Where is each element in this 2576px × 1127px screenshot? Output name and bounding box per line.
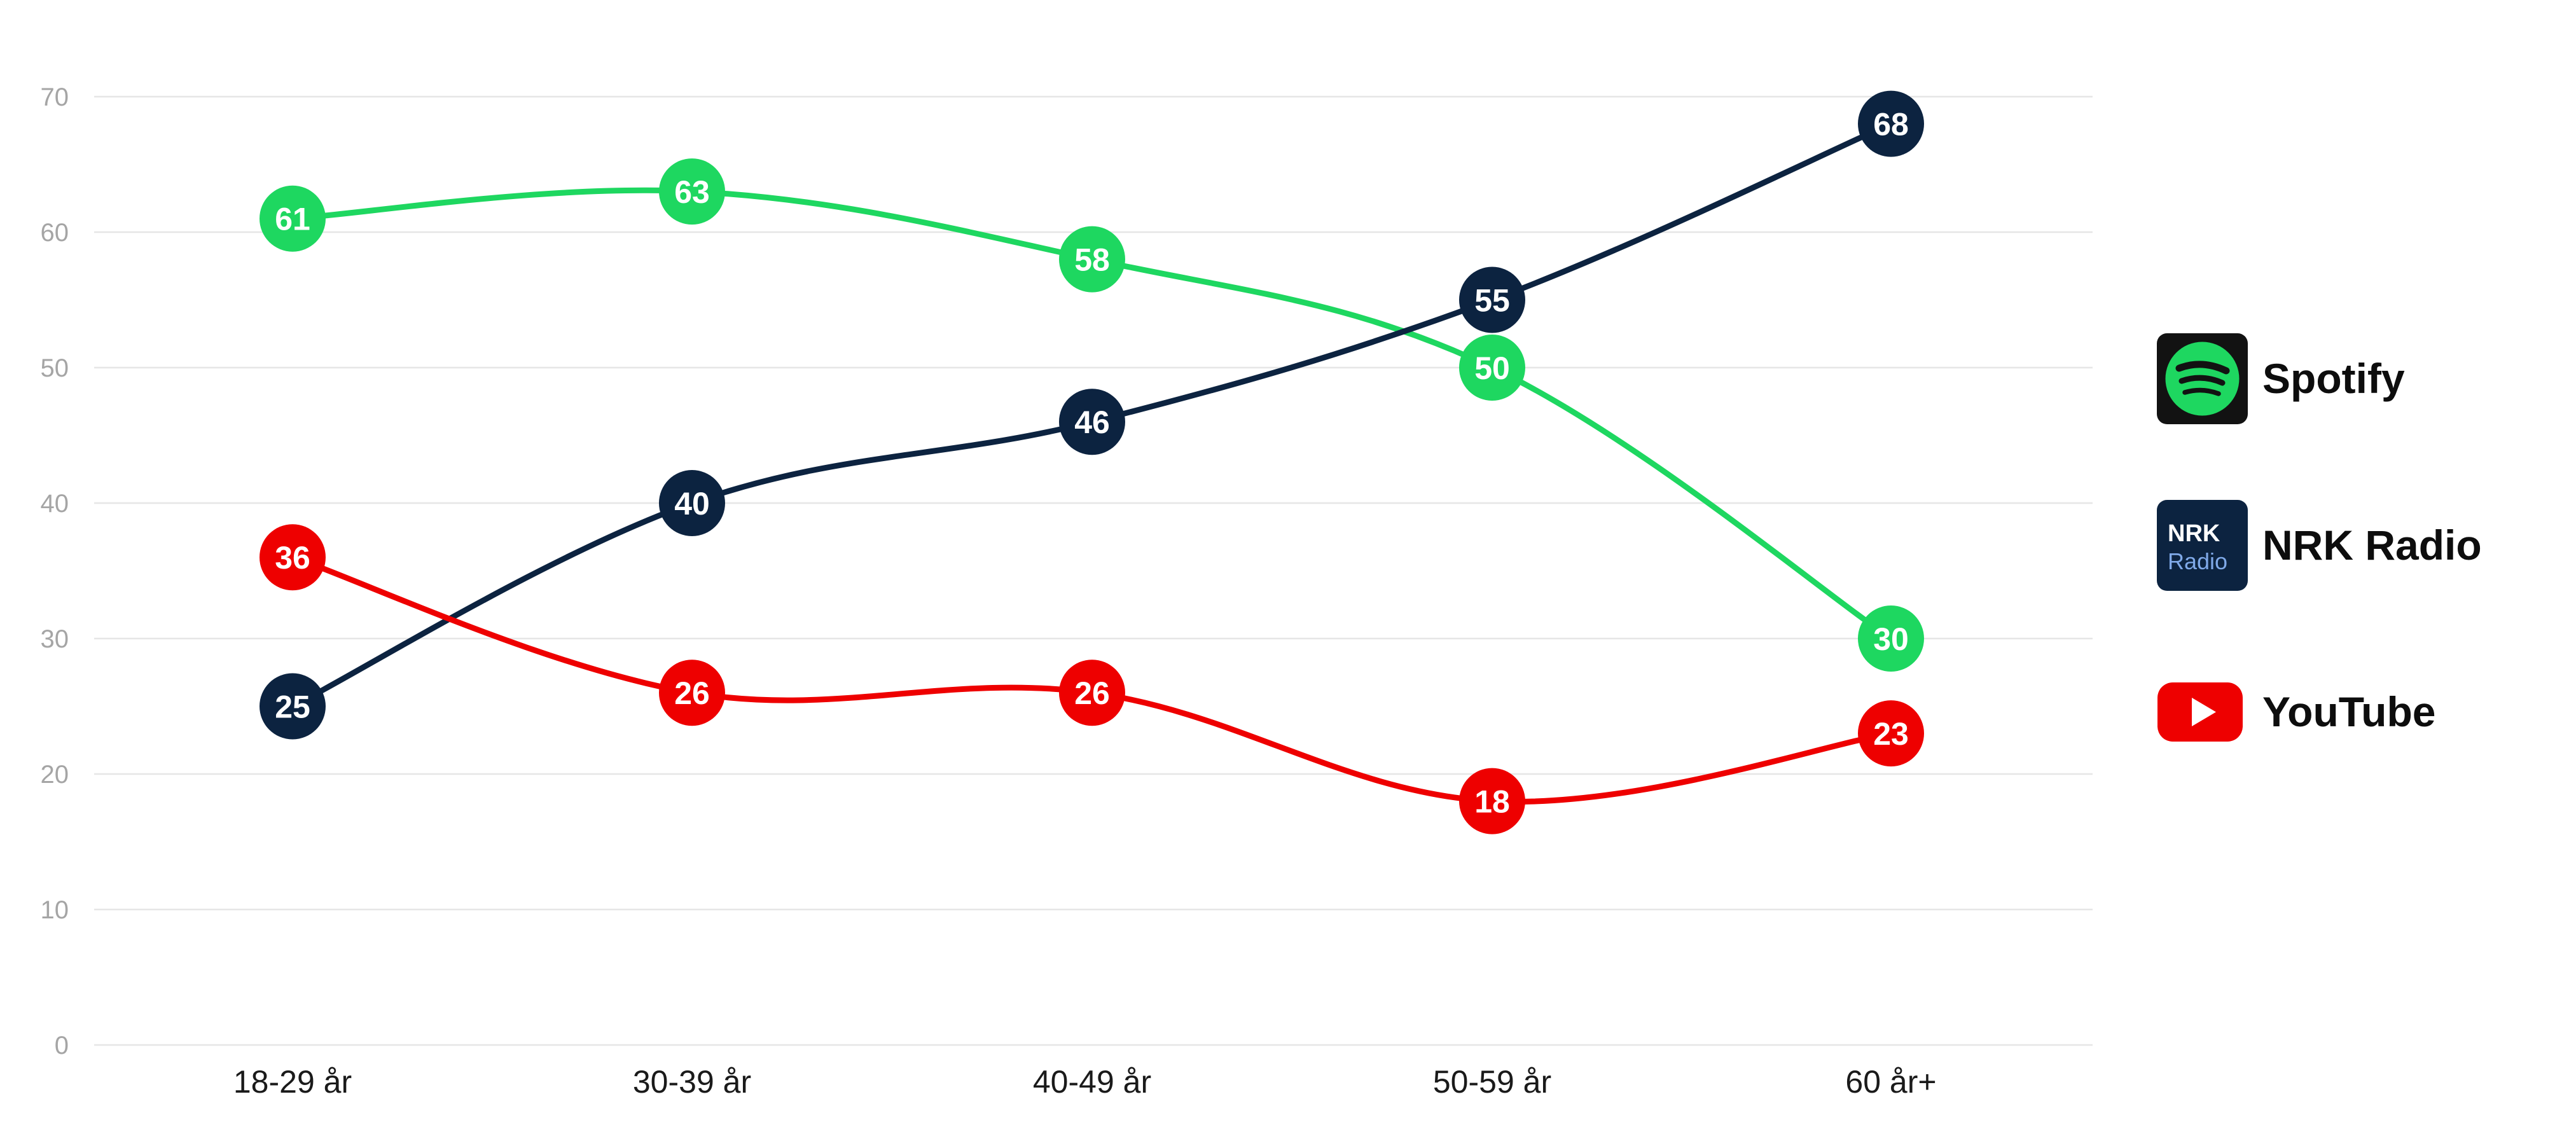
data-marker [260,673,326,740]
data-point-youtube: 23 [1858,700,1924,767]
x-tick-label: 40-49 år [1033,1064,1151,1100]
data-point-spotify: 58 [1059,226,1125,293]
data-marker [1858,90,1924,157]
y-tick-label: 0 [55,1032,69,1060]
data-point-nrk-radio: 68 [1858,90,1924,157]
x-tick-label: 18-29 år [233,1064,352,1100]
y-tick-label: 10 [41,896,69,924]
data-marker [1059,226,1125,293]
x-tick-label: 50-59 år [1433,1064,1551,1100]
data-point-youtube: 26 [659,660,725,726]
legend-label-spotify: Spotify [2262,355,2405,402]
nrk-radio-icon: NRK Radio [2156,499,2248,591]
legend-label-youtube: YouTube [2262,688,2436,735]
data-label: 23 [1873,716,1909,752]
data-marker [260,524,326,591]
data-point-youtube: 36 [260,524,326,591]
y-tick-label: 30 [41,625,69,653]
x-tick-label: 30-39 år [633,1064,751,1100]
data-point-spotify: 63 [659,158,725,225]
y-tick-label: 50 [41,354,69,382]
legend-item-nrk-radio: NRK Radio NRK Radio [2156,497,2563,593]
y-tick-label: 40 [41,490,69,518]
data-label: 46 [1074,404,1110,440]
nrk-icon-text: NRK [2168,520,2220,547]
data-label: 25 [275,689,310,725]
y-tick-label: 70 [41,83,69,111]
data-marker [1858,700,1924,767]
series-markers: 61 63 58 50 30 25 40 46 55 68 36 26 26 18 23 [260,90,1924,834]
data-marker [1858,605,1924,672]
data-label: 50 [1474,350,1510,386]
radio-icon-text: Radio [2168,548,2227,574]
data-label: 63 [674,174,710,210]
data-point-youtube: 18 [1459,768,1525,834]
legend: Spotify NRK Radio NRK Radio YouTube [2156,331,2563,831]
data-label: 55 [1474,283,1510,319]
y-tick-label: 20 [41,761,69,789]
data-label: 30 [1873,621,1909,657]
data-marker [1459,335,1525,401]
data-marker [659,660,725,726]
legend-item-spotify: Spotify [2156,331,2563,426]
data-marker [1059,660,1125,726]
data-point-spotify: 30 [1858,605,1924,672]
x-tick-label: 60 år+ [1845,1064,1936,1100]
data-label: 26 [674,675,710,711]
data-label: 61 [275,202,310,237]
data-label: 18 [1474,784,1510,820]
data-marker [1459,768,1525,834]
data-marker [1059,389,1125,455]
data-point-nrk-radio: 25 [260,673,326,740]
data-label: 26 [1074,675,1110,711]
x-axis: 18-29 år 30-39 år 40-49 år 50-59 år 60 år+ [233,1064,1937,1100]
spotify-icon [2156,333,2248,425]
data-label: 36 [275,540,310,576]
data-marker [659,158,725,225]
data-point-spotify: 61 [260,185,326,252]
data-label: 58 [1074,242,1110,278]
data-label: 68 [1873,107,1909,142]
grid [94,95,2093,1046]
legend-item-youtube: YouTube [2156,664,2563,759]
data-point-nrk-radio: 46 [1059,389,1125,455]
youtube-icon [2156,666,2248,758]
data-marker [260,185,326,252]
legend-label-nrk-radio: NRK Radio [2262,522,2482,569]
data-point-youtube: 26 [1059,660,1125,726]
y-axis: 0 10 20 30 40 50 60 70 [41,83,69,1060]
y-tick-label: 60 [41,219,69,247]
data-point-nrk-radio: 40 [659,470,725,536]
data-marker [659,470,725,536]
data-label: 40 [674,486,710,522]
data-point-spotify: 50 [1459,335,1525,401]
data-marker [1459,266,1525,333]
data-point-nrk-radio: 55 [1459,266,1525,333]
